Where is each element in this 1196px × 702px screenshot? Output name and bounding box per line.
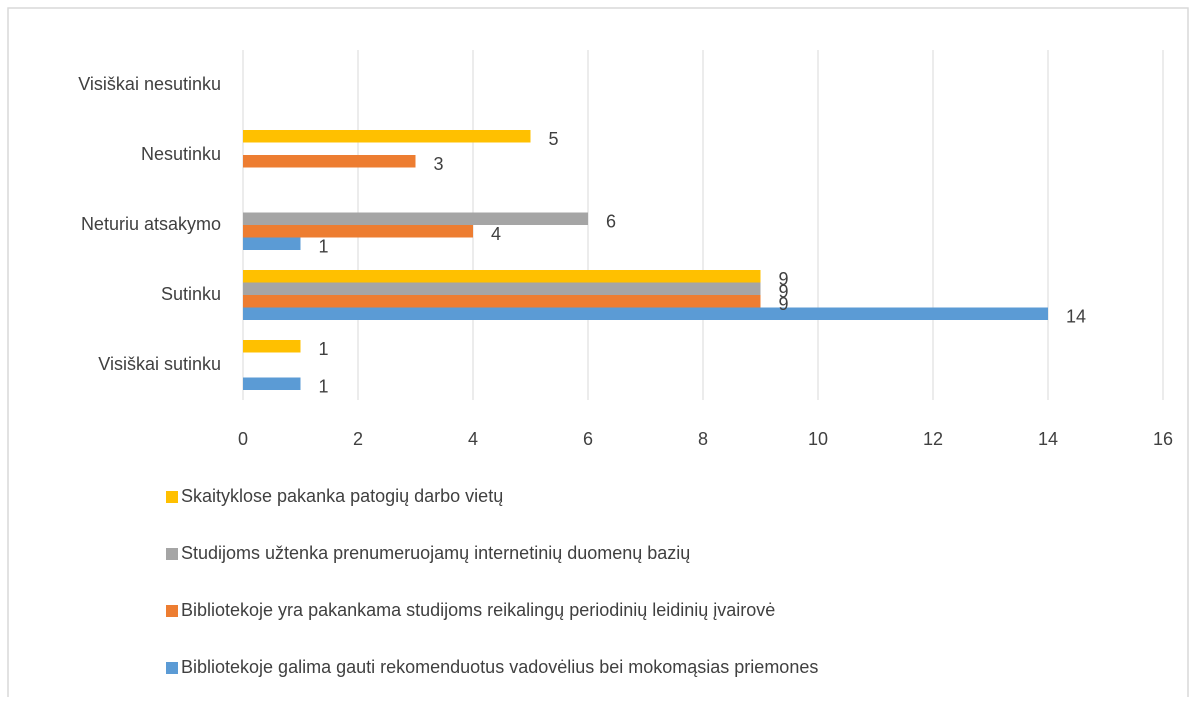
- legend-swatch: [166, 662, 178, 674]
- data-label: 5: [549, 129, 559, 149]
- data-label: 1: [319, 339, 329, 359]
- bar: [243, 340, 301, 353]
- legend-swatch: [166, 548, 178, 560]
- data-label: 14: [1066, 307, 1086, 327]
- legend-label: Skaityklose pakanka patogių darbo vietų: [181, 486, 503, 506]
- bar: [243, 225, 473, 238]
- data-label: 9: [779, 282, 789, 302]
- x-tick-label: 0: [238, 429, 248, 449]
- bar: [243, 295, 761, 308]
- data-label: 9: [779, 269, 789, 289]
- x-tick-label: 6: [583, 429, 593, 449]
- x-tick-label: 2: [353, 429, 363, 449]
- y-tick-label: Neturiu atsakymo: [81, 214, 221, 234]
- data-label: 1: [319, 377, 329, 397]
- y-tick-label: Visiškai sutinku: [98, 354, 221, 374]
- x-tick-label: 14: [1038, 429, 1058, 449]
- bar: [243, 270, 761, 283]
- x-tick-label: 10: [808, 429, 828, 449]
- data-label: 3: [434, 154, 444, 174]
- bar: [243, 377, 301, 390]
- data-label: 6: [606, 212, 616, 232]
- legend-label: Studijoms užtenka prenumeruojamų interne…: [181, 543, 690, 563]
- y-tick-label: Nesutinku: [141, 144, 221, 164]
- bar: [243, 282, 761, 295]
- y-tick-label: Visiškai nesutinku: [78, 74, 221, 94]
- legend-label: Bibliotekoje yra pakankama studijoms rei…: [181, 600, 775, 620]
- y-tick-label: Sutinku: [161, 284, 221, 304]
- bar: [243, 237, 301, 250]
- bar: [243, 307, 1048, 320]
- bar: [243, 130, 531, 143]
- data-label: 1: [319, 237, 329, 257]
- x-tick-label: 12: [923, 429, 943, 449]
- legend-swatch: [166, 605, 178, 617]
- chart-frame: [7, 7, 1189, 699]
- legend-swatch: [166, 491, 178, 503]
- legend-label: Bibliotekoje galima gauti rekomenduotus …: [181, 657, 818, 677]
- x-tick-label: 8: [698, 429, 708, 449]
- bar: [243, 155, 416, 168]
- data-label: 4: [491, 224, 501, 244]
- data-label: 9: [779, 294, 789, 314]
- x-tick-label: 4: [468, 429, 478, 449]
- x-tick-label: 16: [1153, 429, 1173, 449]
- bar: [243, 212, 588, 225]
